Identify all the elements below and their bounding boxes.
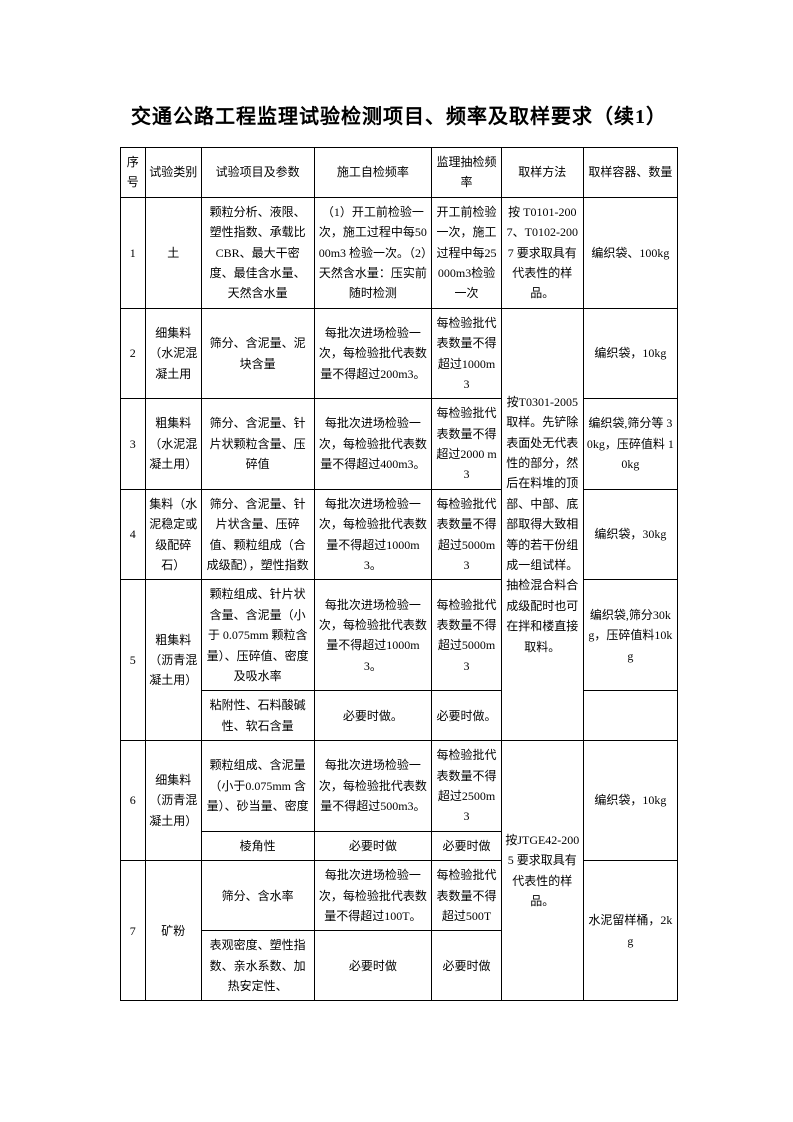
cell-no: 6 (121, 741, 146, 861)
cell-param: 表观密度、塑性指数、亲水系数、加热安定性、 (201, 931, 314, 1001)
cell-sup: 每检验批代表数量不得超过5000m3 (432, 489, 502, 580)
table-row: 2 细集料（水泥混凝土用 筛分、含泥量、泥块含量 每批次进场检验一次，每检验批代… (121, 308, 678, 399)
table-row: 1 土 颗粒分析、液限、塑性指数、承载比 CBR、最大干密度、最佳含水量、天然含… (121, 197, 678, 308)
table-row: 5 粗集料（沥青混凝土用） 颗粒组成、针片状含量、含泥量（小于 0.075mm … (121, 580, 678, 691)
col-container: 取样容器、数量 (583, 148, 677, 198)
cell-cat: 土 (145, 197, 201, 308)
col-self: 施工自检频率 (314, 148, 432, 198)
cell-cat: 粗集料（水泥混凝土用） (145, 399, 201, 490)
cell-self: （1）开工前检验一次，施工过程中每5000m3 检验一次。（2）天然含水量：压实… (314, 197, 432, 308)
cell-container: 编织袋，10kg (583, 741, 677, 861)
cell-container: 编织袋,筛分30kg，压碎值料10kg (583, 580, 677, 691)
inspection-table: 序号 试验类别 试验项目及参数 施工自检频率 监理抽检频率 取样方法 取样容器、… (120, 147, 678, 1001)
cell-container: 编织袋，10kg (583, 308, 677, 399)
col-no: 序号 (121, 148, 146, 198)
cell-param: 颗粒组成、针片状含量、含泥量（小于 0.075mm 颗粒含量）、压碎值、密度及吸… (201, 580, 314, 691)
cell-no: 2 (121, 308, 146, 399)
cell-container: 编织袋，30kg (583, 489, 677, 580)
col-category: 试验类别 (145, 148, 201, 198)
cell-param: 颗粒组成、含泥量（小于0.075mm 含量）、砂当量、密度 (201, 741, 314, 832)
table-row: 6 细集料（沥青混凝土用） 颗粒组成、含泥量（小于0.075mm 含量）、砂当量… (121, 741, 678, 832)
cell-self: 必要时做 (314, 831, 432, 860)
cell-method-merged: 按T0301-2005 取样。先铲除表面处无代表性的部分，然后在料堆的顶部、中部… (501, 308, 583, 740)
cell-sup: 每检验批代表数量不得超过2000 m3 (432, 399, 502, 490)
cell-no: 1 (121, 197, 146, 308)
page-title: 交通公路工程监理试验检测项目、频率及取样要求（续1） (120, 100, 678, 129)
table-row: 粘附性、石料酸碱性、软石含量 必要时做。 必要时做。 (121, 691, 678, 741)
cell-cat: 细集料（水泥混凝土用 (145, 308, 201, 399)
table-row: 4 集料（水泥稳定或级配碎石） 筛分、含泥量、针片状含量、压碎值、颗粒组成（合成… (121, 489, 678, 580)
cell-cat: 集料（水泥稳定或级配碎石） (145, 489, 201, 580)
cell-method-merged: 按JTGE42-2005 要求取具有代表性的样品。 (501, 741, 583, 1001)
cell-param: 棱角性 (201, 831, 314, 860)
cell-method: 按 T0101-2007、T0102-2007 要求取具有代表性的样品。 (501, 197, 583, 308)
cell-self: 每批次进场检验一次，每检验批代表数量不得超过100T。 (314, 861, 432, 931)
cell-container: 编织袋、100kg (583, 197, 677, 308)
cell-container: 水泥留样桶，2kg (583, 861, 677, 1001)
col-method: 取样方法 (501, 148, 583, 198)
cell-self: 每批次进场检验一次，每检验批代表数量不得超过1000m3。 (314, 489, 432, 580)
cell-param: 筛分、含水率 (201, 861, 314, 931)
cell-sup: 每检验批代表数量不得超过5000m3 (432, 580, 502, 691)
cell-param: 粘附性、石料酸碱性、软石含量 (201, 691, 314, 741)
cell-sup: 每检验批代表数量不得超过1000m3 (432, 308, 502, 399)
cell-self: 每批次进场检验一次，每检验批代表数量不得超过200m3。 (314, 308, 432, 399)
cell-sup: 必要时做。 (432, 691, 502, 741)
cell-self: 每批次进场检验一次，每检验批代表数量不得超过1000m3。 (314, 580, 432, 691)
cell-self: 必要时做。 (314, 691, 432, 741)
cell-param: 筛分、含泥量、针片状含量、压碎值、颗粒组成（合成级配），塑性指数 (201, 489, 314, 580)
cell-param: 筛分、含泥量、泥块含量 (201, 308, 314, 399)
table-header-row: 序号 试验类别 试验项目及参数 施工自检频率 监理抽检频率 取样方法 取样容器、… (121, 148, 678, 198)
cell-sup: 每检验批代表数量不得超过500T (432, 861, 502, 931)
col-param: 试验项目及参数 (201, 148, 314, 198)
cell-param: 筛分、含泥量、针片状颗粒含量、压碎值 (201, 399, 314, 490)
cell-sup: 必要时做 (432, 831, 502, 860)
cell-self: 必要时做 (314, 931, 432, 1001)
cell-no: 5 (121, 580, 146, 741)
cell-self: 每批次进场检验一次，每检验批代表数量不得超过400m3。 (314, 399, 432, 490)
cell-cat: 粗集料（沥青混凝土用） (145, 580, 201, 741)
cell-cat: 矿粉 (145, 861, 201, 1001)
cell-no: 4 (121, 489, 146, 580)
cell-container: 编织袋,筛分等 30kg，压碎值料 10kg (583, 399, 677, 490)
col-sup: 监理抽检频率 (432, 148, 502, 198)
table-row: 7 矿粉 筛分、含水率 每批次进场检验一次，每检验批代表数量不得超过100T。 … (121, 861, 678, 931)
cell-no: 3 (121, 399, 146, 490)
table-row: 3 粗集料（水泥混凝土用） 筛分、含泥量、针片状颗粒含量、压碎值 每批次进场检验… (121, 399, 678, 490)
cell-sup: 开工前检验一次，施工过程中每25000m3检验一次 (432, 197, 502, 308)
cell-cat: 细集料（沥青混凝土用） (145, 741, 201, 861)
cell-self: 每批次进场检验一次，每检验批代表数量不得超过500m3。 (314, 741, 432, 832)
cell-container (583, 691, 677, 741)
cell-param: 颗粒分析、液限、塑性指数、承载比 CBR、最大干密度、最佳含水量、天然含水量 (201, 197, 314, 308)
cell-no: 7 (121, 861, 146, 1001)
cell-sup: 必要时做 (432, 931, 502, 1001)
cell-sup: 每检验批代表数量不得超过2500m3 (432, 741, 502, 832)
